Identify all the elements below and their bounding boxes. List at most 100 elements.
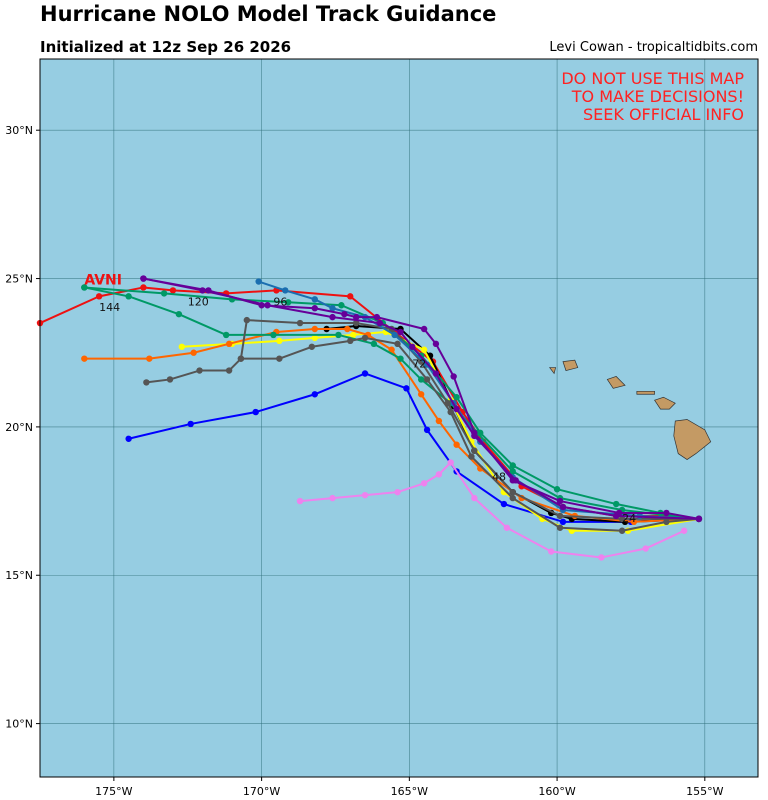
track-labels: AVNI 144 120 96 72 48 24	[84, 272, 636, 524]
track-point	[618, 515, 626, 523]
init-time-subtitle: Initialized at 12z Sep 26 2026	[40, 38, 292, 56]
track-point	[420, 346, 428, 353]
track-point	[125, 435, 132, 442]
track-point	[311, 391, 318, 398]
track-point	[311, 334, 318, 342]
track-point	[420, 325, 428, 333]
track-point	[347, 293, 354, 300]
track-point	[341, 310, 348, 318]
lat-tick-label: 15°N	[5, 569, 33, 582]
warning-line: DO NOT USE THIS MAP	[561, 69, 744, 88]
model-track-line	[143, 277, 700, 520]
track-point	[335, 331, 342, 339]
track-point	[361, 491, 369, 499]
track-point	[420, 480, 428, 487]
lat-tick-label: 20°N	[5, 421, 33, 434]
lead-time-label: 144	[99, 301, 120, 314]
track-point	[642, 545, 649, 552]
track-point	[140, 275, 147, 282]
track-point	[447, 459, 454, 466]
track-point	[311, 325, 318, 333]
track-point	[553, 486, 561, 493]
track-point	[352, 313, 360, 321]
lon-tick-label: 175°W	[95, 785, 132, 798]
track-point	[361, 370, 369, 377]
track-point	[435, 417, 443, 425]
track-point	[361, 334, 369, 342]
warning-line: TO MAKE DECISIONS!	[571, 87, 744, 106]
track-point	[423, 376, 431, 383]
track-point	[556, 512, 564, 520]
track-point	[160, 290, 168, 297]
lead-time-label: 96	[273, 295, 287, 308]
track-point	[680, 527, 688, 534]
track-point	[663, 509, 670, 517]
track-point	[311, 296, 318, 303]
track-point	[284, 299, 292, 306]
track-point	[471, 494, 478, 502]
track-point	[352, 319, 360, 327]
track-point	[394, 340, 401, 348]
map-frame	[39, 58, 759, 778]
track-point	[344, 325, 351, 333]
track-point	[175, 310, 183, 318]
lon-tick-label: 165°W	[391, 785, 428, 798]
model-tracks	[36, 275, 703, 561]
credit-text: Levi Cowan - tropicaltidbits.com	[549, 40, 758, 55]
track-point	[187, 420, 194, 428]
track-point	[509, 468, 516, 475]
track-point	[453, 405, 460, 413]
track-point	[444, 399, 451, 407]
track-point	[190, 349, 197, 356]
disclaimer-warning: DO NOT USE THIS MAP TO MAKE DECISIONS! S…	[561, 70, 744, 124]
track-point	[432, 370, 440, 377]
lon-tick-label: 170°W	[243, 785, 280, 798]
track-point	[547, 548, 555, 555]
track-point	[612, 512, 620, 520]
model-track-line	[128, 372, 699, 523]
track-point	[329, 305, 336, 312]
track-point	[509, 462, 516, 469]
track-point	[140, 284, 147, 291]
track-point	[453, 441, 460, 448]
track-point	[417, 376, 425, 383]
track-point	[450, 373, 457, 380]
track-point	[143, 379, 150, 386]
track-point	[81, 284, 88, 291]
track-point	[630, 518, 638, 526]
track-point	[243, 316, 251, 324]
track-point	[468, 453, 475, 460]
track-point	[423, 426, 431, 434]
hawaii-island	[673, 419, 712, 460]
oahu-island	[606, 376, 626, 389]
axis-ticks: 175°W 170°W 165°W 160°W 155°W 30°N 25°N 20°N 15°…	[5, 124, 723, 798]
track-point	[663, 518, 670, 526]
lead-time-label: AVNI	[84, 272, 122, 288]
track-point	[453, 394, 460, 401]
track-point	[311, 305, 318, 312]
track-point	[296, 319, 304, 327]
track-point	[512, 477, 519, 484]
track-point	[329, 313, 336, 321]
lat-tick-label: 10°N	[5, 718, 33, 731]
track-point	[376, 319, 383, 327]
track-point	[338, 302, 345, 309]
track-point	[237, 355, 245, 362]
lon-tick-label: 155°W	[686, 785, 723, 798]
niihau-island	[548, 367, 557, 375]
track-point	[695, 515, 703, 523]
model-track-line	[143, 277, 699, 520]
track-point	[509, 494, 516, 502]
track-point	[252, 408, 259, 416]
track-point	[618, 527, 626, 534]
track-point	[373, 313, 381, 321]
track-point	[556, 524, 564, 531]
track-point	[125, 293, 132, 300]
track-point	[471, 432, 478, 440]
track-point	[350, 331, 357, 339]
track-point	[370, 340, 378, 348]
track-point	[397, 328, 404, 336]
track-point	[397, 355, 404, 362]
track-point	[225, 367, 233, 374]
